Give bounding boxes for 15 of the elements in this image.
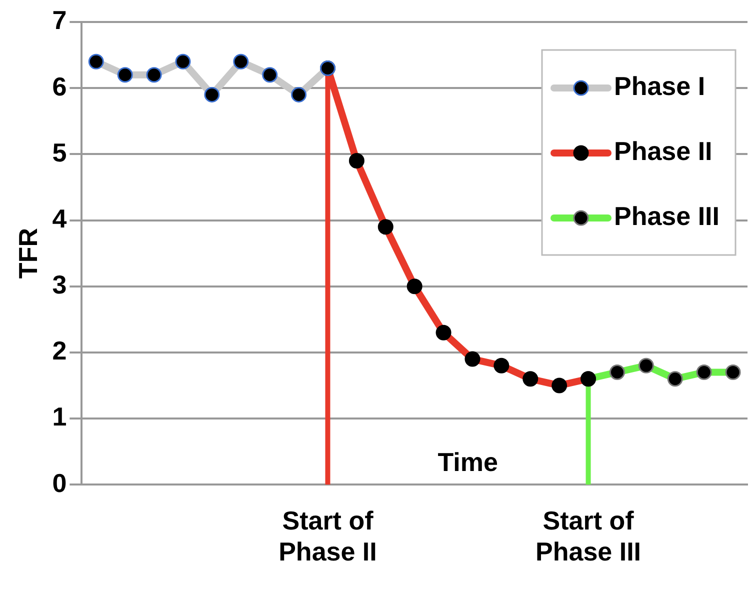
y-tick-label: 2 [52,336,67,366]
legend-label: Phase III [614,201,720,232]
y-tick-label: 1 [52,402,67,432]
legend-label: Phase II [614,136,712,166]
y-tick-label: 3 [52,270,67,300]
y-tick-label: 4 [52,203,68,234]
x-tick-label: Start of Phase III [536,505,642,567]
y-tick-label: 7 [52,5,67,36]
y-tick-label: 5 [52,137,67,168]
y-tick-label: 0 [52,468,67,498]
y-axis-title: TFR [12,228,43,279]
legend-label: Phase I [614,71,706,102]
x-axis-title: Time [438,446,498,477]
x-tick-label: Start of Phase II [278,505,377,567]
y-tick-label: 6 [52,71,67,102]
